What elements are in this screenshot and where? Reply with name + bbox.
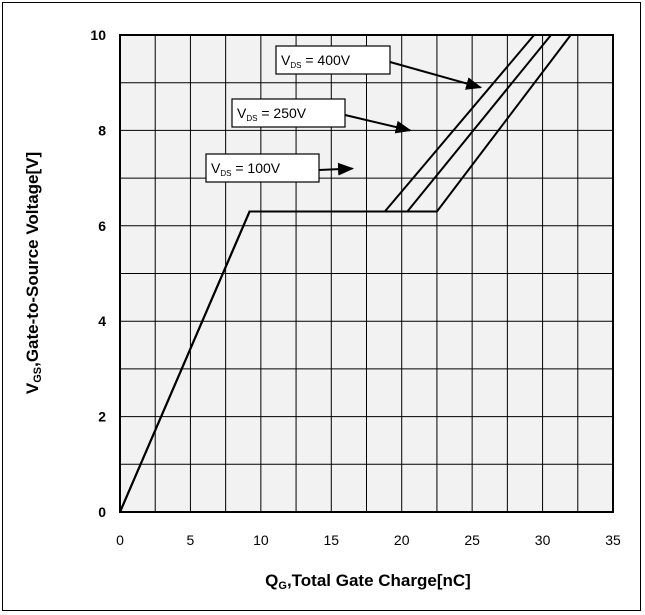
x-tick-label: 5 (187, 532, 195, 548)
y-tick-label: 4 (98, 313, 106, 329)
x-tick-label: 30 (535, 532, 551, 548)
y-axis-title: VGS,Gate-to-Source Voltage[V] (23, 152, 44, 394)
y-tick-label: 6 (98, 218, 106, 234)
annotation-label-1: VDS = 100V (205, 153, 355, 183)
x-tick-label: 35 (605, 532, 621, 548)
annotations: VDS = 100V VDS = 250V VDS = 400V (205, 45, 483, 183)
x-tick-label: 15 (323, 532, 339, 548)
annotation-arrow (344, 114, 412, 134)
annotation-text: VDS = 400V (281, 52, 351, 70)
annotation-arrow (389, 61, 483, 90)
x-tick-labels: 0 5 10 15 20 25 30 35 (116, 532, 621, 548)
annotation-text: VDS = 250V (237, 105, 307, 123)
annotation-box (205, 153, 320, 183)
annotation-box (275, 45, 391, 75)
y-tick-label: 8 (98, 122, 106, 138)
x-tick-label: 25 (464, 532, 480, 548)
y-tick-label: 10 (90, 27, 106, 43)
x-tick-label: 20 (394, 532, 410, 548)
series-line-3 (119, 34, 572, 513)
annotation-text: VDS = 100V (211, 160, 281, 178)
plot-border (119, 34, 614, 513)
y-tick-label: 2 (98, 409, 106, 425)
x-axis-title: QG,Total Gate Charge[nC] (265, 571, 471, 592)
y-tick-label: 0 (98, 504, 106, 520)
y-tick-labels: 0 2 4 6 8 10 (90, 27, 106, 520)
x-tick-label: 10 (253, 532, 269, 548)
series-lines (119, 34, 572, 513)
annotation-label-3: VDS = 400V (275, 45, 483, 90)
x-tick-label: 0 (116, 532, 124, 548)
annotation-box (231, 98, 346, 128)
annotation-arrow (318, 162, 355, 176)
annotation-label-2: VDS = 250V (231, 98, 412, 134)
